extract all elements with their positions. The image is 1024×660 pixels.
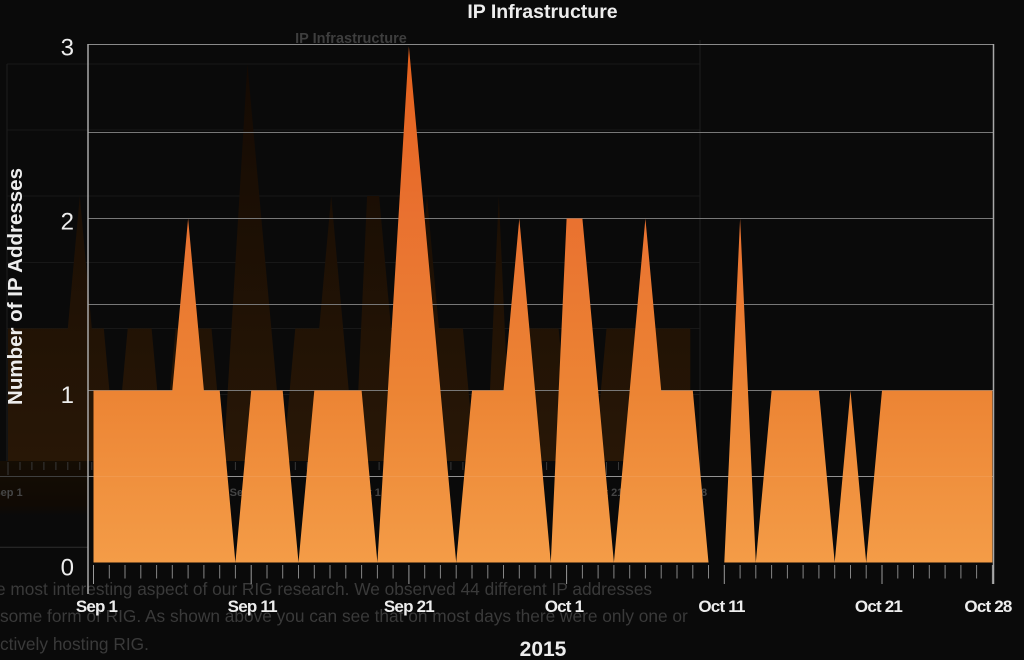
svg-text:ctively hosting RIG.: ctively hosting RIG. [0, 634, 149, 654]
svg-text:Oct 11: Oct 11 [698, 597, 745, 616]
svg-text:Oct 28: Oct 28 [964, 597, 1012, 616]
svg-text:e most interesting aspect of o: e most interesting aspect of our RIG res… [0, 579, 652, 599]
svg-text:Oct 21: Oct 21 [855, 597, 903, 616]
svg-text:IP Infrastructure: IP Infrastructure [467, 1, 617, 23]
svg-text:some form of RIG. As shown abo: some form of RIG. As shown above you can… [0, 606, 688, 626]
svg-text:2015: 2015 [520, 638, 567, 660]
svg-text:IP Infrastructure: IP Infrastructure [295, 31, 407, 47]
svg-text:0: 0 [61, 555, 74, 582]
svg-text:Sep 1: Sep 1 [0, 487, 23, 499]
svg-text:Sep 11: Sep 11 [228, 597, 277, 616]
svg-text:Number of IP Addresses: Number of IP Addresses [4, 168, 27, 405]
svg-text:2: 2 [61, 209, 74, 236]
svg-text:Sep 1: Sep 1 [76, 597, 118, 616]
svg-text:Oct 1: Oct 1 [545, 597, 584, 616]
svg-text:1: 1 [61, 382, 74, 409]
svg-text:3: 3 [61, 35, 74, 62]
svg-text:Sep 21: Sep 21 [384, 597, 434, 616]
